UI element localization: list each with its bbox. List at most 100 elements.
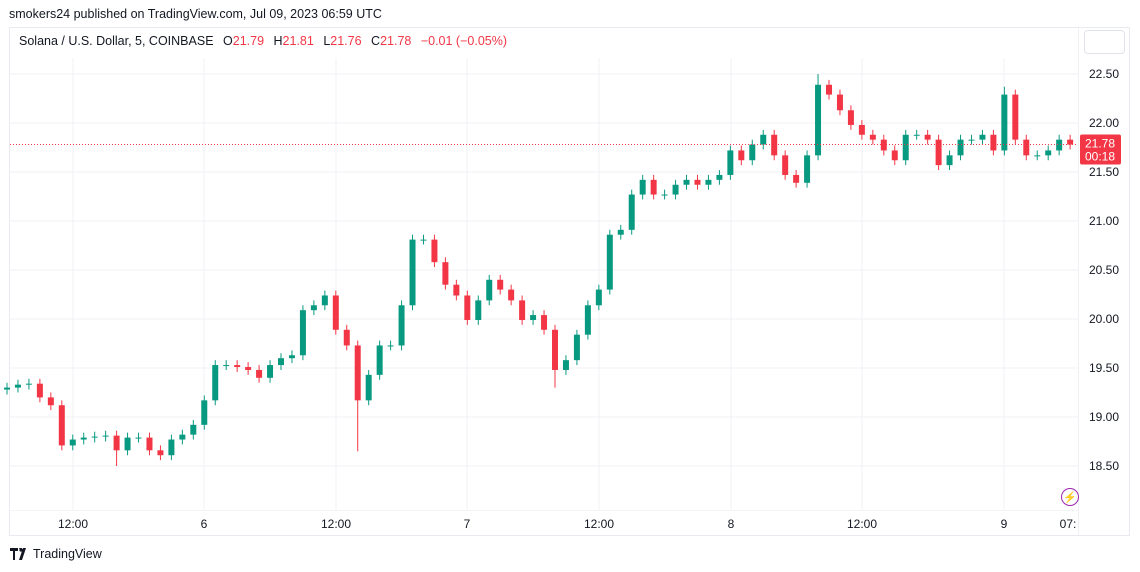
candle-up [913,134,920,136]
candle-down [508,289,515,301]
price-tick-label: 22.00 [1089,116,1119,130]
tradingview-footer: TradingView [10,547,102,561]
candle-down [782,155,789,175]
candle-down [869,134,876,140]
candle-down [146,437,153,451]
candle-up [595,289,602,306]
candle-down [431,239,438,263]
candle-down [836,94,843,111]
candle-up [628,194,635,230]
price-tick-label: 18.50 [1089,459,1119,473]
candle-up [1001,94,1008,151]
candle-up [4,387,10,390]
candle-up [14,384,21,388]
candle-down [694,179,701,185]
close-value: 21.78 [380,34,412,48]
candle-up [957,139,964,156]
ohlc-legend: Solana / U.S. Dollar, 5, COINBASE O21.79… [19,34,507,48]
candle-down [58,405,65,446]
price-tick-label: 21.50 [1089,165,1119,179]
candle-down [157,450,164,456]
time-tick-label: 12:00 [584,517,614,531]
candle-down [453,284,460,296]
candle-up [25,383,32,385]
candle-down [1023,139,1030,156]
low-value: 21.76 [330,34,362,48]
candle-down [541,315,548,330]
candle-up [409,239,416,306]
candle-up [486,279,493,301]
candle-down [771,134,778,156]
candle-up [420,239,427,241]
change-value: −0.01 (−0.05%) [420,34,507,48]
candle-down [519,300,526,320]
candle-up [278,358,284,366]
candle-down [738,150,745,161]
candle-down [793,174,800,183]
candle-up [69,439,76,446]
candle-down [36,383,43,398]
scale-settings-button[interactable] [1084,30,1125,54]
candle-up [398,305,405,346]
candle-down [464,295,471,320]
candle-up [1045,150,1052,156]
candle-up [902,134,909,161]
candle-down [245,367,252,370]
last-price-value: 21.78 [1085,137,1115,151]
candle-up [562,360,569,370]
candle-up [573,334,580,361]
time-tick-label: 9 [1001,517,1008,531]
bar-countdown: 00:18 [1085,150,1115,164]
candle-down [234,365,241,368]
time-tick-label: 8 [728,517,735,531]
candle-up [135,437,142,439]
candle-up [201,400,208,425]
candle-up [606,234,613,290]
candle-up [310,305,317,311]
candle-up [223,365,230,367]
time-tick-label: 7 [464,517,471,531]
candle-down [497,279,504,290]
candle-up [760,134,767,145]
candle-up [387,345,394,347]
candle-down [935,139,942,166]
candle-up [102,435,109,437]
candle-down [847,110,854,125]
candle-up [365,374,372,401]
candle-up [716,174,723,180]
candle-up [705,179,712,185]
candle-up [80,437,87,440]
price-tick-label: 20.50 [1089,263,1119,277]
candle-up [815,84,822,156]
candle-down [858,124,865,135]
open-value: 21.79 [232,34,265,48]
close-label: C [371,34,381,48]
lightning-icon[interactable]: ⚡ [1061,488,1079,506]
candle-up [321,295,328,306]
candle-down [891,150,898,161]
candle-up [584,305,591,335]
tradingview-logo-icon [10,548,26,560]
candle-up [727,150,734,175]
candle-down [990,134,997,151]
open-label: O [223,34,233,48]
symbol-title[interactable]: Solana / U.S. Dollar, 5, COINBASE [19,34,214,48]
low-label: L [323,34,331,48]
price-tick-label: 22.50 [1089,67,1119,81]
candle-up [946,155,953,166]
candle-up [683,179,690,185]
candle-up [124,437,131,451]
candle-down [826,84,832,95]
candle-down [552,329,558,370]
candle-down [113,435,120,451]
candle-down [924,134,931,140]
candle-up [179,434,186,440]
candle-down [650,179,657,195]
price-tick-label: 19.00 [1089,410,1119,424]
candle-up [288,355,295,359]
time-tick-label: 6 [201,517,208,531]
candle-up [661,194,668,196]
candle-up [91,436,98,438]
candle-up [1034,155,1041,157]
